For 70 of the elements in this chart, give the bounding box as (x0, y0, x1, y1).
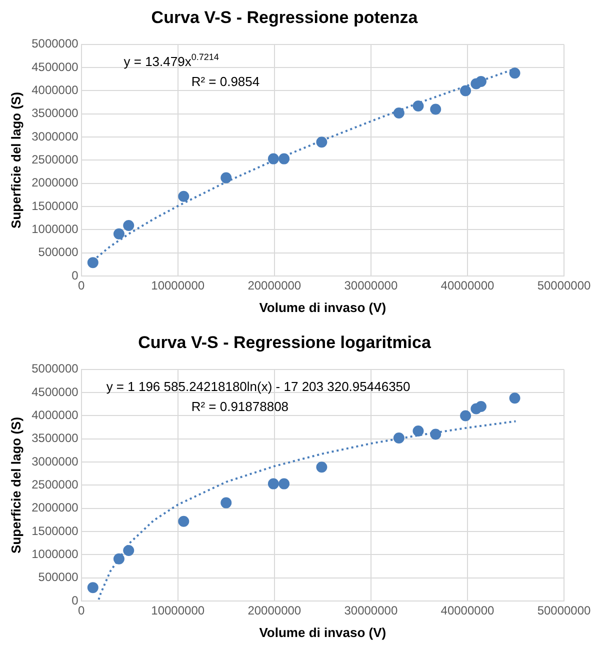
y-tick-label: 5000000 (32, 362, 79, 376)
chart-title: Curva V-S - Regressione logaritmica (138, 332, 432, 352)
x-tick-label: 20000000 (248, 278, 302, 293)
point (316, 136, 328, 148)
y-tick-label: 5000000 (32, 36, 79, 51)
y-tick-label: 3000000 (32, 129, 79, 144)
point (430, 104, 442, 115)
point (393, 107, 404, 118)
point (87, 257, 98, 268)
y-tick-label: 3500000 (32, 106, 79, 120)
point (268, 153, 279, 164)
y-tick-label: 2500000 (32, 478, 79, 492)
x-tick-label: 20000000 (248, 604, 302, 618)
y-tick-label: 4000000 (32, 83, 79, 98)
y-tick-label: 4500000 (32, 60, 79, 74)
point (278, 478, 290, 490)
annotation: y = 1 196 585.24218180ln(x) - 17 203 320.95446350 (106, 378, 410, 394)
x-tick-label: 10000000 (151, 604, 205, 618)
point (430, 428, 442, 440)
point (113, 553, 124, 564)
x-tick-label: 40000000 (440, 278, 494, 293)
x-tick-label: 40000000 (440, 604, 494, 618)
x-tick-label: 10000000 (151, 278, 205, 293)
y-axis-title: Superficie del lago (S) (8, 416, 24, 554)
point (123, 220, 134, 232)
point (268, 478, 279, 490)
line-series (98, 420, 517, 601)
point (460, 85, 472, 96)
annotation: R² = 0.9854 (191, 74, 260, 89)
y-tick-label: 1500000 (32, 524, 79, 538)
y-tick-label: 4000000 (32, 408, 79, 422)
point (113, 228, 124, 240)
x-tick-label: 30000000 (344, 604, 398, 618)
y-tick-label: 0 (72, 268, 79, 282)
point (220, 172, 232, 184)
x-tick-label: 50000000 (537, 604, 592, 618)
y-axis-title: Superficie del lago (S) (8, 92, 24, 228)
point (87, 582, 98, 594)
point (316, 462, 328, 473)
point (393, 432, 404, 444)
y-tick-label: 2500000 (32, 152, 79, 167)
point (178, 190, 190, 202)
x-axis-title: Volume di invaso (V) (259, 300, 386, 315)
y-tick-label: 3000000 (32, 454, 79, 468)
point (460, 410, 472, 422)
y-tick-label: 1000000 (32, 222, 79, 236)
y-tick-label: 4500000 (32, 384, 79, 399)
point (475, 76, 486, 87)
point (220, 497, 232, 508)
x-tick-label: 30000000 (344, 278, 398, 293)
point (509, 68, 520, 79)
point (509, 392, 520, 404)
point (412, 426, 424, 437)
y-tick-label: 1500000 (32, 198, 79, 213)
y-tick-label: 500000 (38, 245, 79, 260)
chart-title: Curva V-S - Regressione potenza (151, 8, 418, 27)
point (123, 545, 134, 556)
point (475, 400, 486, 412)
annotation: R² = 0.91878808 (191, 398, 289, 414)
point (278, 153, 290, 164)
point (412, 100, 424, 112)
y-tick-label: 500000 (38, 570, 79, 584)
y-tick-label: 0 (72, 593, 79, 608)
y-tick-label: 2000000 (32, 176, 79, 190)
point (178, 516, 190, 527)
y-tick-label: 3500000 (32, 431, 79, 446)
x-tick-label: 50000000 (537, 278, 592, 293)
y-tick-label: 1000000 (32, 546, 79, 561)
y-tick-label: 2000000 (32, 500, 79, 515)
x-axis-title: Volume di invaso (V) (259, 624, 386, 640)
